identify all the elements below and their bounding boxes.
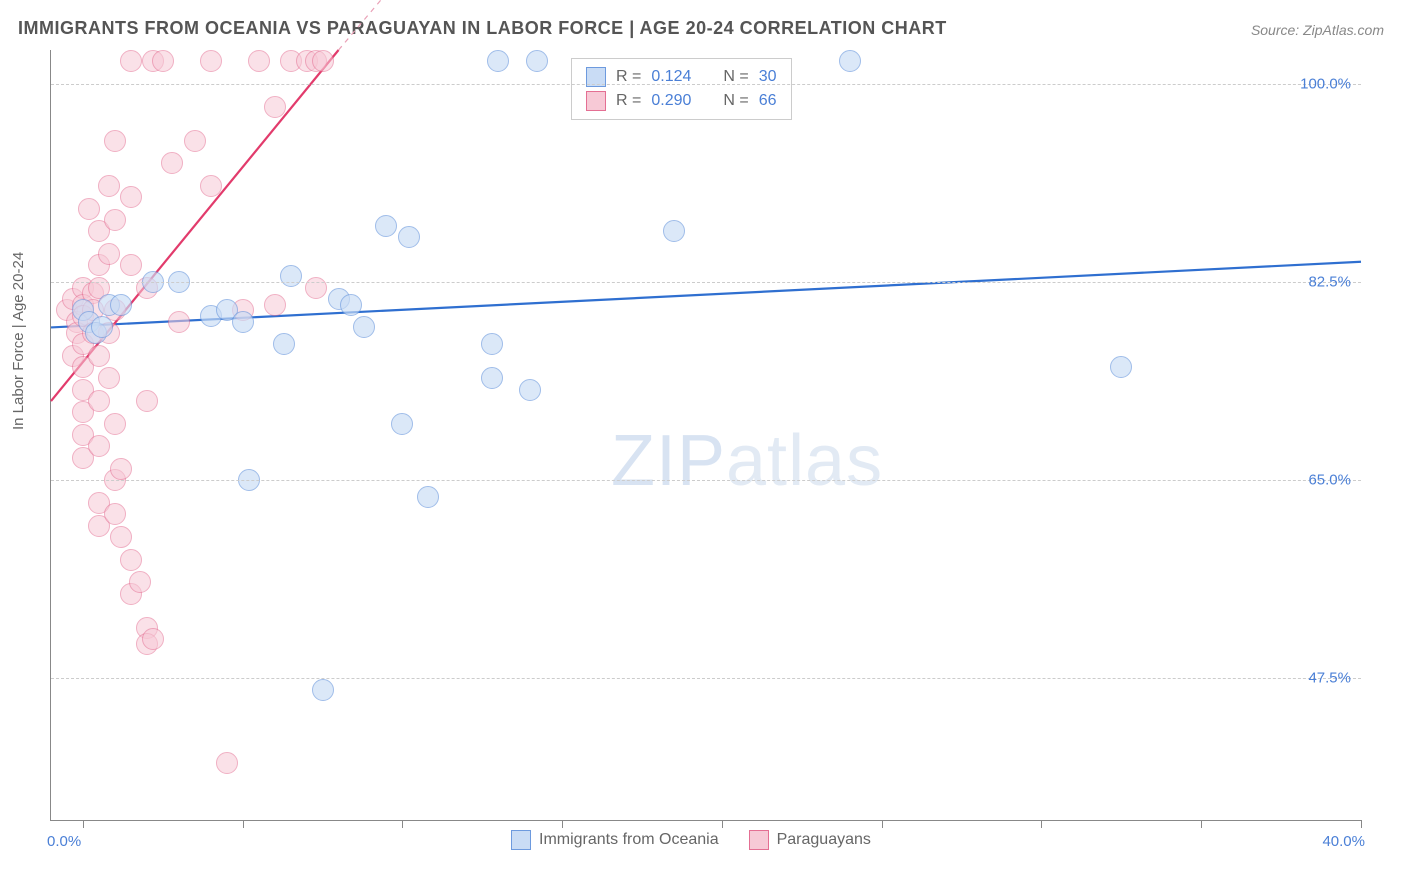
data-point-paraguayan: [248, 50, 270, 72]
data-point-paraguayan: [98, 243, 120, 265]
source-attribution: Source: ZipAtlas.com: [1251, 22, 1384, 38]
x-tick: [1201, 820, 1202, 828]
data-point-oceania: [340, 294, 362, 316]
x-tick: [402, 820, 403, 828]
plot-area: ZIPatlas R = 0.124 N = 30 R = 0.290 N = …: [50, 50, 1361, 821]
data-point-paraguayan: [200, 175, 222, 197]
y-tick-label: 65.0%: [1308, 472, 1351, 489]
data-point-oceania: [110, 294, 132, 316]
legend-swatch-paraguayan: [586, 91, 606, 111]
data-point-paraguayan: [200, 50, 222, 72]
data-point-oceania: [353, 316, 375, 338]
data-point-oceania: [417, 486, 439, 508]
data-point-paraguayan: [216, 752, 238, 774]
gridline: [51, 678, 1361, 679]
x-tick: [1041, 820, 1042, 828]
data-point-paraguayan: [110, 526, 132, 548]
legend-swatch-oceania: [511, 830, 531, 850]
data-point-paraguayan: [104, 413, 126, 435]
data-point-paraguayan: [120, 50, 142, 72]
trend-lines-layer: [51, 50, 1361, 820]
data-point-paraguayan: [264, 294, 286, 316]
data-point-paraguayan: [104, 209, 126, 231]
data-point-oceania: [398, 226, 420, 248]
correlation-legend: R = 0.124 N = 30 R = 0.290 N = 66: [571, 58, 792, 120]
legend-label-paraguayan: Paraguayans: [777, 831, 871, 849]
data-point-oceania: [526, 50, 548, 72]
y-tick-label: 82.5%: [1308, 274, 1351, 291]
data-point-oceania: [391, 413, 413, 435]
data-point-oceania: [839, 50, 861, 72]
data-point-paraguayan: [110, 458, 132, 480]
y-tick-label: 100.0%: [1300, 75, 1351, 92]
data-point-paraguayan: [78, 198, 100, 220]
data-point-oceania: [312, 679, 334, 701]
legend-item-paraguayan: Paraguayans: [749, 830, 871, 850]
data-point-paraguayan: [152, 50, 174, 72]
data-point-paraguayan: [168, 311, 190, 333]
legend-n-label: N =: [723, 92, 748, 110]
data-point-oceania: [232, 311, 254, 333]
data-point-paraguayan: [120, 254, 142, 276]
data-point-paraguayan: [88, 435, 110, 457]
data-point-paraguayan: [184, 130, 206, 152]
legend-swatch-paraguayan: [749, 830, 769, 850]
data-point-paraguayan: [305, 277, 327, 299]
x-tick: [1361, 820, 1362, 828]
x-tick: [722, 820, 723, 828]
legend-item-oceania: Immigrants from Oceania: [511, 830, 719, 850]
legend-label-oceania: Immigrants from Oceania: [539, 831, 719, 849]
data-point-oceania: [663, 220, 685, 242]
data-point-paraguayan: [312, 50, 334, 72]
data-point-paraguayan: [120, 186, 142, 208]
chart-title: IMMIGRANTS FROM OCEANIA VS PARAGUAYAN IN…: [18, 18, 947, 39]
y-axis-label: In Labor Force | Age 20-24: [10, 252, 27, 430]
data-point-oceania: [91, 316, 113, 338]
x-axis-min-label: 0.0%: [47, 833, 81, 850]
data-point-oceania: [273, 333, 295, 355]
gridline: [51, 480, 1361, 481]
x-tick: [882, 820, 883, 828]
series-legend: Immigrants from Oceania Paraguayans: [511, 830, 871, 850]
legend-row-oceania: R = 0.124 N = 30: [586, 65, 777, 89]
data-point-paraguayan: [264, 96, 286, 118]
gridline: [51, 282, 1361, 283]
data-point-oceania: [375, 215, 397, 237]
x-tick: [243, 820, 244, 828]
data-point-oceania: [481, 367, 503, 389]
legend-n-value-paraguayan: 66: [759, 92, 777, 110]
data-point-oceania: [519, 379, 541, 401]
gridline: [51, 84, 1361, 85]
data-point-oceania: [487, 50, 509, 72]
y-tick-label: 47.5%: [1308, 670, 1351, 687]
data-point-paraguayan: [98, 367, 120, 389]
x-tick: [83, 820, 84, 828]
data-point-oceania: [1110, 356, 1132, 378]
data-point-paraguayan: [88, 345, 110, 367]
x-axis-max-label: 40.0%: [1322, 833, 1365, 850]
data-point-oceania: [280, 265, 302, 287]
legend-row-paraguayan: R = 0.290 N = 66: [586, 89, 777, 113]
legend-r-label: R =: [616, 92, 641, 110]
data-point-paraguayan: [129, 571, 151, 593]
data-point-paraguayan: [161, 152, 183, 174]
data-point-paraguayan: [88, 390, 110, 412]
data-point-paraguayan: [104, 503, 126, 525]
data-point-paraguayan: [104, 130, 126, 152]
data-point-paraguayan: [120, 549, 142, 571]
data-point-paraguayan: [142, 628, 164, 650]
data-point-oceania: [481, 333, 503, 355]
legend-r-value-paraguayan: 0.290: [651, 92, 691, 110]
x-tick: [562, 820, 563, 828]
data-point-paraguayan: [136, 390, 158, 412]
data-point-paraguayan: [98, 175, 120, 197]
